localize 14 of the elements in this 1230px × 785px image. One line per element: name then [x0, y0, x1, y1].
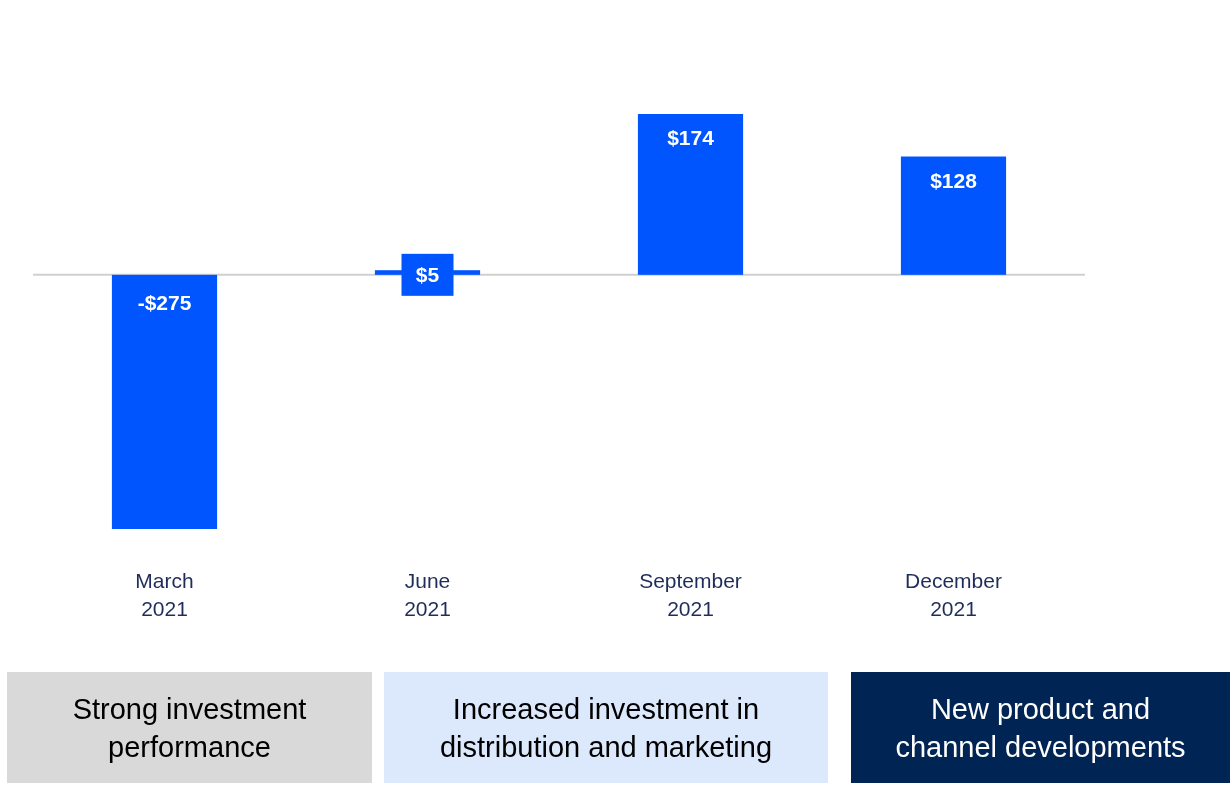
data-label: $128: [930, 168, 978, 192]
text: Increased investment in distribution and marketing: [439, 693, 773, 764]
bar: [900, 156, 1007, 275]
x-tick-label: September 2021: [639, 569, 742, 620]
x-tick-label: June 2021: [404, 569, 451, 620]
x-tick-label: March 2021: [135, 569, 194, 620]
data-label: $5: [415, 263, 440, 287]
text: New product and channel developments: [895, 693, 1186, 764]
text: Strong investment performance: [72, 693, 307, 764]
bar: [637, 114, 744, 275]
data-label: -$275: [137, 291, 192, 315]
x-tick-label: December 2021: [905, 569, 1002, 620]
data-label: $174: [667, 126, 715, 150]
bar: [111, 274, 218, 529]
